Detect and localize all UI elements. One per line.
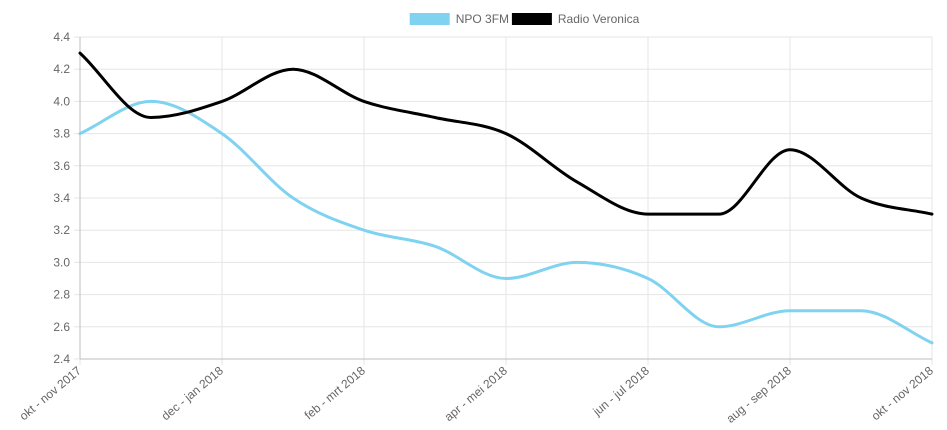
x-tick-label: dec - jan 2018 <box>159 363 227 423</box>
legend-label: Radio Veronica <box>558 12 640 26</box>
series-line-npo-3fm <box>78 99 934 345</box>
x-tick-label: jun - jul 2018 <box>590 363 653 419</box>
legend[interactable]: NPO 3FM Radio Veronica <box>409 12 640 26</box>
y-tick-label: 2.6 <box>53 320 70 334</box>
legend-label: NPO 3FM <box>456 12 509 26</box>
legend-swatch <box>511 13 552 25</box>
x-tick-label: apr - mei 2018 <box>442 363 511 424</box>
legend-item-radio-veronica[interactable]: Radio Veronica <box>511 12 640 26</box>
series-lines <box>78 51 934 345</box>
y-tick-label: 3.0 <box>53 255 70 269</box>
grid <box>74 36 933 365</box>
y-tick-label: 4.0 <box>53 94 70 108</box>
legend-item-npo-3fm[interactable]: NPO 3FM <box>409 12 509 26</box>
x-tick-label: okt - nov 2017 <box>17 363 85 423</box>
y-tick-label: 3.8 <box>53 127 70 141</box>
y-tick-label: 3.4 <box>53 191 70 205</box>
y-tick-label: 2.4 <box>53 352 70 366</box>
x-tick-label: okt - nov 2018 <box>869 363 937 423</box>
y-tick-label: 2.8 <box>53 288 70 302</box>
x-tick-label: feb - mrt 2018 <box>302 363 368 422</box>
y-tick-label: 3.2 <box>53 223 70 237</box>
legend-swatch <box>409 13 450 25</box>
axes: 2.4 2.6 2.8 3.0 3.2 3.4 3.6 3.8 4.0 4.2 4.4 okt - n… <box>17 30 937 426</box>
y-tick-label: 4.2 <box>53 62 70 76</box>
x-tick-label: aug - sep 2018 <box>724 363 795 425</box>
y-tick-label: 4.4 <box>53 30 70 44</box>
series-line-radio-veronica <box>78 51 934 216</box>
y-tick-label: 3.6 <box>53 159 70 173</box>
